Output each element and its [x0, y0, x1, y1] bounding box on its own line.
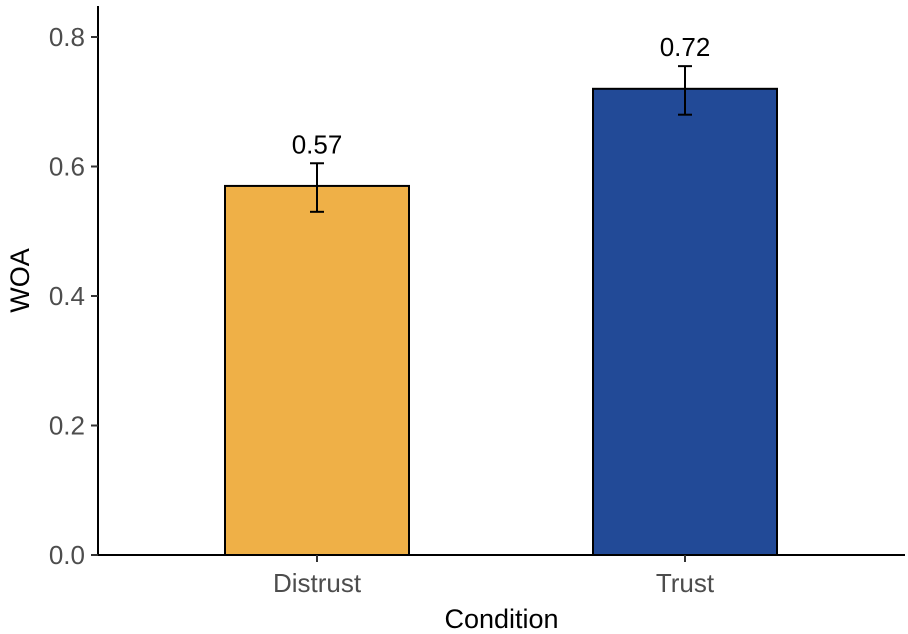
y-tick-label: 0.8 [49, 22, 85, 52]
y-tick-label: 0.4 [49, 281, 85, 311]
x-tick-label-distrust: Distrust [273, 568, 362, 598]
error-bar-trust [678, 65, 692, 116]
y-tick-label: 0.0 [49, 540, 85, 570]
x-ticks-layer: Distrust Trust [273, 555, 715, 598]
axes-layer [97, 6, 905, 556]
x-tick-label-trust: Trust [656, 568, 715, 598]
bars-layer [224, 87, 778, 557]
bar-distrust [224, 184, 410, 557]
y-tick-label: 0.2 [49, 411, 85, 441]
data-label-distrust: 0.57 [292, 129, 343, 159]
y-ticks-layer: 0.0 0.2 0.4 0.6 0.8 [49, 22, 98, 570]
error-bar-distrust [310, 162, 324, 213]
y-tick-label: 0.6 [49, 152, 85, 182]
data-label-trust: 0.72 [660, 32, 711, 62]
y-axis-title: WOA [5, 248, 35, 313]
bar-trust [592, 87, 778, 557]
data-labels-layer: 0.57 0.72 [292, 32, 711, 159]
error-bars-layer [310, 65, 692, 213]
x-axis-title: Condition [444, 604, 558, 634]
